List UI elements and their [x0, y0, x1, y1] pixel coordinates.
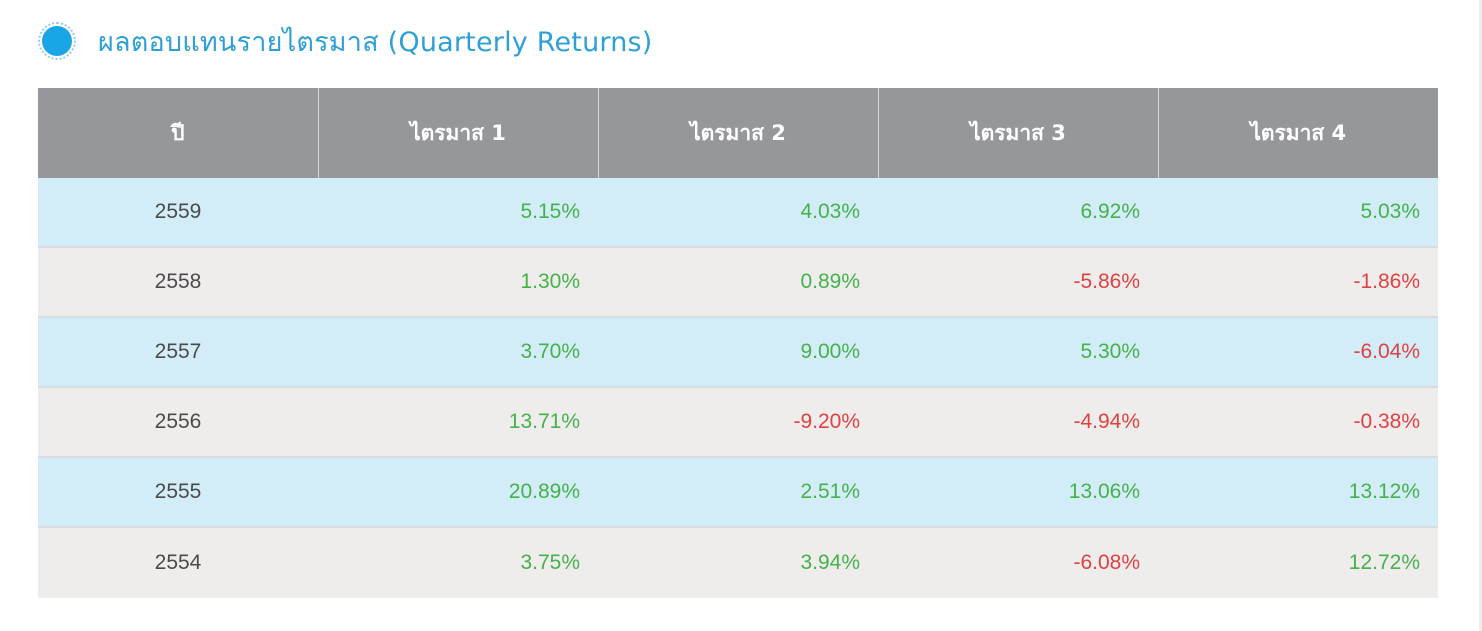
- table-row: 2557 3.70% 9.00% 5.30% -6.04%: [38, 317, 1438, 388]
- q1-cell: 1.30%: [318, 247, 598, 318]
- table-row: 2556 13.71% -9.20% -4.94% -0.38%: [38, 387, 1438, 458]
- q3-cell: 5.30%: [878, 317, 1158, 388]
- year-cell: 2557: [38, 317, 318, 388]
- q1-cell: 3.70%: [318, 317, 598, 388]
- q4-cell: 13.12%: [1158, 457, 1438, 528]
- q2-cell: 4.03%: [598, 178, 878, 248]
- q2-cell: 9.00%: [598, 317, 878, 388]
- q3-cell: -4.94%: [878, 387, 1158, 458]
- q1-cell: 20.89%: [318, 457, 598, 528]
- table-row: 2558 1.30% 0.89% -5.86% -1.86%: [38, 247, 1438, 318]
- table-row: 2559 5.15% 4.03% 6.92% 5.03%: [38, 178, 1438, 248]
- header-q4: ไตรมาส 4: [1157, 88, 1438, 178]
- q4-cell: 5.03%: [1158, 178, 1438, 248]
- q4-cell: -0.38%: [1158, 387, 1438, 458]
- header-q1: ไตรมาส 1: [317, 88, 598, 178]
- q2-cell: -9.20%: [598, 387, 878, 458]
- year-cell: 2559: [38, 178, 318, 248]
- header-year: ปี: [38, 88, 318, 178]
- year-cell: 2554: [38, 527, 318, 598]
- q3-cell: -6.08%: [878, 527, 1158, 598]
- q4-cell: 12.72%: [1158, 527, 1438, 598]
- q4-cell: -1.86%: [1158, 247, 1438, 318]
- q3-cell: -5.86%: [878, 247, 1158, 318]
- q3-cell: 6.92%: [878, 178, 1158, 248]
- q1-cell: 5.15%: [318, 178, 598, 248]
- section-header: ผลตอบแทนรายไตรมาส (Quarterly Returns): [38, 16, 653, 66]
- table-row: 2555 20.89% 2.51% 13.06% 13.12%: [38, 457, 1438, 528]
- q2-cell: 3.94%: [598, 527, 878, 598]
- q4-cell: -6.04%: [1158, 317, 1438, 388]
- section-title: ผลตอบแทนรายไตรมาส (Quarterly Returns): [98, 26, 653, 58]
- circle-bullet-icon: [38, 22, 76, 60]
- header-q2: ไตรมาส 2: [597, 88, 878, 178]
- q2-cell: 2.51%: [598, 457, 878, 528]
- year-cell: 2556: [38, 387, 318, 458]
- table-row: 2554 3.75% 3.94% -6.08% 12.72%: [38, 527, 1438, 598]
- year-cell: 2555: [38, 457, 318, 528]
- q1-cell: 13.71%: [318, 387, 598, 458]
- table-header-row: ปี ไตรมาส 1 ไตรมาส 2 ไตรมาส 3 ไตรมาส 4: [38, 88, 1438, 178]
- q3-cell: 13.06%: [878, 457, 1158, 528]
- header-q3: ไตรมาส 3: [877, 88, 1158, 178]
- q1-cell: 3.75%: [318, 527, 598, 598]
- q2-cell: 0.89%: [598, 247, 878, 318]
- year-cell: 2558: [38, 247, 318, 318]
- quarterly-returns-table: ปี ไตรมาส 1 ไตรมาส 2 ไตรมาส 3 ไตรมาส 4 2…: [38, 88, 1438, 598]
